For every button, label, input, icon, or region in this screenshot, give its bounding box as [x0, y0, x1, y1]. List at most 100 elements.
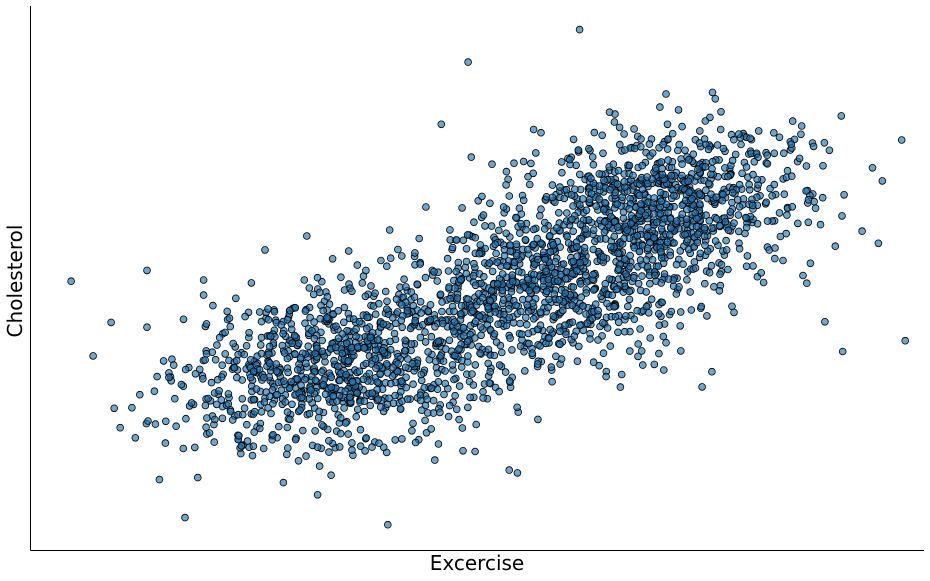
scatter-point	[352, 325, 360, 333]
scatter-point	[633, 231, 642, 240]
scatter-point	[610, 118, 619, 126]
scatter-point	[291, 303, 300, 312]
scatter-point	[321, 390, 330, 399]
scatter-point	[249, 395, 258, 404]
scatter-point	[609, 160, 618, 169]
scatter-point	[345, 393, 354, 402]
scatter-point	[502, 167, 511, 176]
scatter-point	[420, 383, 429, 392]
scatter-point	[226, 407, 235, 416]
scatter-point	[730, 219, 738, 227]
scatter-point	[548, 377, 556, 386]
scatter-point	[540, 225, 549, 233]
scatter-point	[622, 312, 630, 320]
scatter-point	[398, 435, 406, 443]
scatter-point	[500, 245, 509, 254]
scatter-point	[662, 338, 670, 347]
scatter-point	[617, 370, 626, 379]
scatter-point	[648, 255, 657, 264]
scatter-point	[542, 287, 551, 296]
scatter-point	[510, 159, 518, 168]
scatter-point	[269, 430, 277, 439]
scatter-point	[525, 180, 534, 189]
scatter-point	[450, 307, 458, 316]
scatter-point	[579, 302, 587, 310]
scatter-point	[317, 368, 326, 376]
scatter-point	[573, 243, 581, 251]
scatter-point	[373, 336, 382, 344]
scatter-point	[715, 221, 724, 230]
scatter-point	[490, 351, 499, 360]
scatter-point	[595, 182, 604, 190]
scatter-point	[510, 258, 519, 267]
scatter-point	[838, 347, 847, 356]
scatter-point	[497, 348, 506, 357]
scatter-point	[458, 424, 467, 432]
scatter-point	[668, 129, 677, 138]
scatter-point	[683, 205, 691, 214]
scatter-point	[304, 342, 313, 351]
scatter-point	[266, 332, 275, 341]
scatter-point	[642, 302, 651, 311]
scatter-point	[768, 192, 776, 200]
scatter-point	[479, 272, 488, 281]
scatter-point	[802, 162, 811, 170]
scatter-point	[436, 408, 444, 417]
scatter-point	[191, 369, 200, 378]
scatter-point	[444, 267, 453, 275]
scatter-point	[749, 170, 757, 179]
scatter-point	[440, 390, 448, 399]
scatter-point	[302, 359, 310, 368]
scatter-point	[286, 415, 294, 424]
scatter-point	[793, 219, 802, 228]
scatter-point	[575, 200, 584, 209]
scatter-point	[572, 266, 581, 275]
scatter-point	[429, 396, 438, 405]
scatter-point	[476, 241, 485, 249]
scatter-point	[238, 394, 247, 403]
scatter-point	[344, 430, 353, 438]
scatter-point	[319, 381, 328, 389]
scatter-point	[323, 292, 332, 301]
scatter-point	[763, 160, 772, 168]
scatter-point	[427, 425, 436, 433]
scatter-point	[356, 425, 365, 434]
scatter-point	[335, 443, 344, 451]
scatter-point	[659, 366, 668, 374]
scatter-point	[302, 452, 310, 460]
scatter-point	[457, 301, 466, 310]
scatter-point	[536, 308, 545, 317]
scatter-point	[676, 308, 685, 316]
scatter-point	[513, 469, 522, 477]
scatter-point	[391, 436, 400, 444]
scatter-point	[327, 383, 336, 392]
scatter-point	[187, 399, 196, 407]
scatter-point	[459, 446, 467, 455]
scatter-point	[505, 466, 514, 474]
scatter-point	[143, 323, 151, 332]
scatter-point	[535, 211, 544, 220]
scatter-point	[297, 393, 306, 402]
scatter-point	[606, 243, 615, 251]
scatter-point	[241, 312, 249, 321]
scatter-point	[260, 373, 268, 382]
scatter-point	[327, 471, 335, 480]
scatter-point	[700, 223, 709, 232]
scatter-point	[582, 289, 590, 297]
scatter-point	[207, 378, 216, 387]
scatter-point	[518, 330, 526, 339]
scatter-point	[499, 296, 508, 304]
scatter-point	[416, 333, 425, 342]
scatter-point	[107, 318, 115, 327]
scatter-point	[695, 127, 704, 135]
scatter-point	[366, 333, 375, 342]
scatter-point	[684, 156, 693, 164]
scatter-point	[490, 330, 499, 338]
scatter-point	[581, 225, 590, 234]
scatter-point	[745, 180, 753, 189]
scatter-point	[658, 170, 667, 179]
scatter-point	[650, 210, 658, 218]
scatter-point	[191, 443, 199, 452]
scatter-point	[734, 211, 743, 219]
